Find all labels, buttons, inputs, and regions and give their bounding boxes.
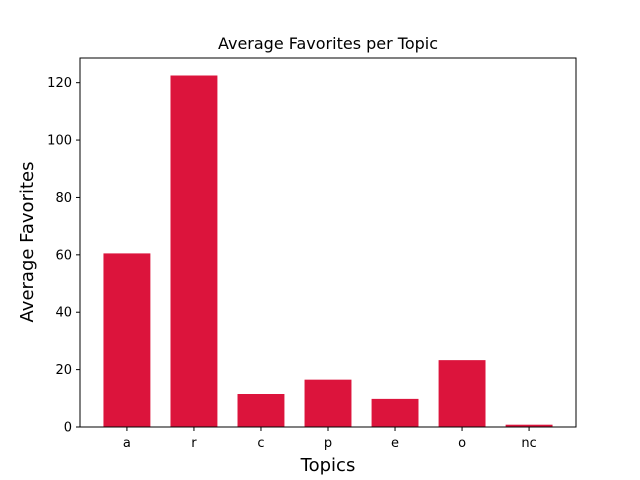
y-tick-label: 60 xyxy=(55,248,72,263)
y-tick-label: 120 xyxy=(47,76,72,91)
y-tick-label: 20 xyxy=(55,363,72,378)
y-tick-label: 40 xyxy=(55,306,72,321)
bar-c xyxy=(237,394,285,427)
x-tick-label: o xyxy=(458,436,466,451)
chart-title: Average Favorites per Topic xyxy=(218,34,438,53)
x-tick-label: e xyxy=(391,436,399,451)
bar-nc xyxy=(505,424,553,427)
y-tick-label: 100 xyxy=(47,134,72,149)
y-tick-label: 80 xyxy=(55,191,72,206)
x-tick-label: r xyxy=(191,436,197,451)
bar-a xyxy=(103,253,151,427)
y-axis-ticks: 0 20 40 60 80 100 120 xyxy=(47,76,80,436)
x-tick-label: a xyxy=(123,436,131,451)
bar-o xyxy=(438,360,486,427)
bar-r xyxy=(170,75,218,427)
x-tick-label: c xyxy=(257,436,264,451)
x-axis-label: Topics xyxy=(300,455,356,476)
bar-p xyxy=(304,379,352,427)
x-tick-label: p xyxy=(324,436,332,451)
bars-layer xyxy=(103,75,553,427)
x-axis-ticks: a r c p e o nc xyxy=(123,427,537,451)
y-axis-label: Average Favorites xyxy=(17,162,38,323)
plot-frame xyxy=(79,57,577,428)
x-tick-label: nc xyxy=(521,436,536,451)
y-tick-label: 0 xyxy=(64,421,72,436)
bar-e xyxy=(371,398,419,427)
